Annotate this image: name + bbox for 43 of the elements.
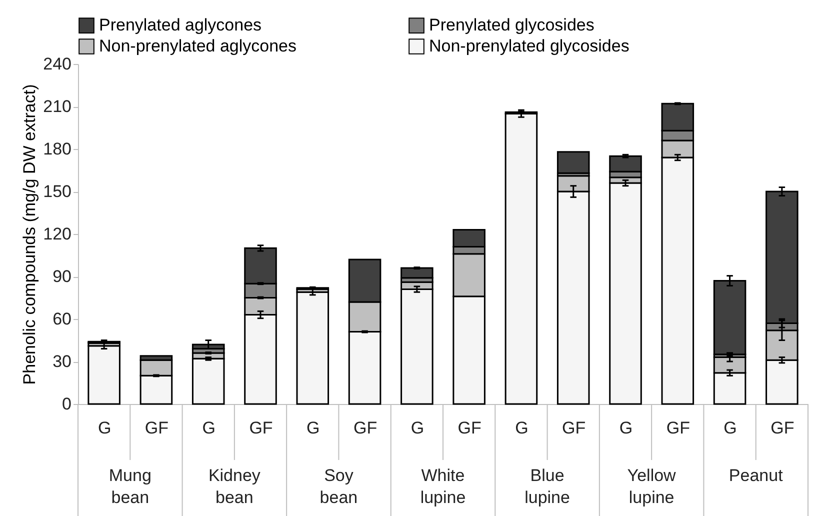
legend-label: Prenylated aglycones [99, 16, 262, 35]
x-tick-label: G [306, 418, 320, 438]
x-tick-label: G [410, 418, 424, 438]
x-tick-label: GF [144, 418, 169, 438]
bar [296, 291, 330, 405]
bar [556, 151, 590, 174]
y-tick-label: 240 [43, 54, 72, 74]
bar [88, 345, 120, 405]
y-tick-label: 180 [43, 140, 72, 158]
x-tick-label: GF [562, 418, 586, 438]
y-tick-label: 120 [43, 224, 72, 244]
y-tick-label: 210 [43, 97, 72, 116]
bar [713, 280, 746, 356]
x-tick-label: G [202, 418, 216, 438]
legend-label: Prenylated glycosides [429, 16, 594, 35]
text: White lupine [420, 466, 466, 507]
x-tick-label: GF [770, 418, 794, 438]
x-tick-label: GF [458, 418, 482, 438]
y-axis-title: Phenolic compounds (mg/g DW extract) [20, 84, 40, 385]
text: Yellow lupine [627, 466, 677, 507]
bar [400, 267, 434, 279]
x-tick-label: GF [249, 418, 273, 438]
y-tick-label: 30 [52, 352, 72, 371]
y-tick-label: 150 [43, 182, 72, 201]
y-tick-label: 0 [62, 394, 72, 414]
x-tick-label: G [98, 418, 112, 438]
x-tick-label: G [515, 418, 528, 438]
x-tick-label: GF [353, 418, 378, 438]
bar [192, 358, 225, 405]
x-tick-label: G [619, 418, 633, 438]
legend-label: Non-prenylated aglycones [99, 36, 297, 56]
legend-label: Non-prenylated glycosides [429, 36, 630, 56]
text: Peanut [728, 466, 784, 485]
bar [504, 112, 538, 405]
text: Mung bean [108, 466, 152, 507]
text: Soy bean [320, 466, 358, 507]
text: Kidney bean [208, 466, 261, 507]
y-tick-label: 90 [52, 267, 72, 286]
x-tick-label: G [724, 418, 737, 438]
bar [609, 182, 642, 405]
x-tick-label: GF [666, 418, 690, 438]
text: Blue lupine [524, 466, 570, 507]
y-tick-label: 60 [52, 310, 72, 328]
